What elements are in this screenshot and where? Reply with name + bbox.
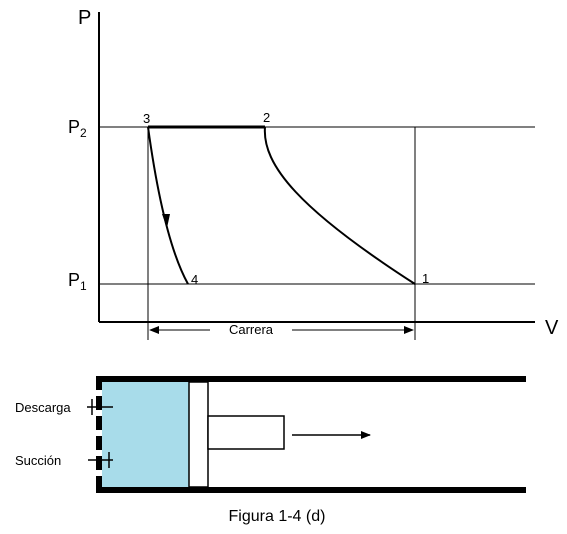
- x-axis-label: V: [545, 317, 559, 339]
- expansion-curve: [147, 126, 189, 285]
- cylinder-diagram: Descarga Succión: [15, 376, 526, 493]
- discharge-label: Descarga: [15, 400, 71, 415]
- figure-caption: Figura 1-4 (d): [229, 508, 326, 525]
- point-4-label: 4: [191, 272, 198, 287]
- y-axis-label: P: [78, 7, 91, 29]
- cylinder-bottom-wall: [96, 487, 526, 493]
- suction-valve-icon: [88, 452, 113, 468]
- point-1-label: 1: [422, 271, 429, 286]
- piston: [188, 381, 209, 488]
- stroke-label: Carrera: [229, 322, 274, 337]
- suction-label: Succión: [15, 453, 61, 468]
- compressed-fluid-region: [102, 381, 189, 488]
- discharge-valve-icon: [87, 399, 113, 415]
- pv-diagram: P V P2 P1 3 2 4 1 Carrera: [68, 7, 559, 340]
- cylinder-top-wall: [96, 376, 526, 382]
- p1-label: P1: [68, 270, 87, 293]
- p2-label: P2: [68, 117, 87, 140]
- piston-rod: [207, 415, 285, 450]
- expansion-arrow-icon: [162, 214, 170, 228]
- point-3-label: 3: [143, 111, 150, 126]
- point-2-label: 2: [263, 110, 270, 125]
- compression-curve: [263, 126, 416, 285]
